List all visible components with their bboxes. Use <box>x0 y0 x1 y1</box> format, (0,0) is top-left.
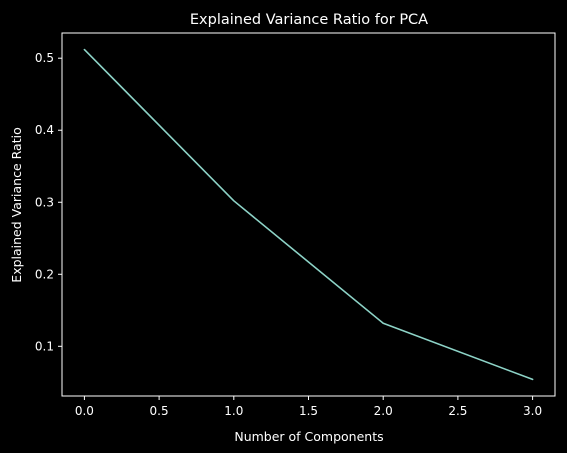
chart-title: Explained Variance Ratio for PCA <box>190 12 428 28</box>
series-line <box>83 48 534 381</box>
x-axis-label: Number of Components <box>234 429 383 444</box>
x-tick-label: 3.0 <box>523 404 542 418</box>
x-tick-label: 1.5 <box>299 404 318 418</box>
x-tick-label: 2.5 <box>448 404 467 418</box>
y-tick-label: 0.2 <box>35 267 54 281</box>
x-tick-label: 2.0 <box>374 404 393 418</box>
x-tick-label: 0.5 <box>150 404 169 418</box>
y-tick-label: 0.4 <box>35 123 54 137</box>
y-tick-label: 0.3 <box>35 195 54 209</box>
y-axis-label: Explained Variance Ratio <box>9 127 24 282</box>
y-tick-label: 0.5 <box>35 51 54 65</box>
y-tick-label: 0.1 <box>35 339 54 353</box>
plot-area: 0.0 0.5 1.0 1.5 2.0 2.5 3.0 0.1 0.2 0.3 0.4 0.5 <box>35 32 556 418</box>
x-tick-label: 1.0 <box>224 404 243 418</box>
x-tick-label: 0.0 <box>75 404 94 418</box>
